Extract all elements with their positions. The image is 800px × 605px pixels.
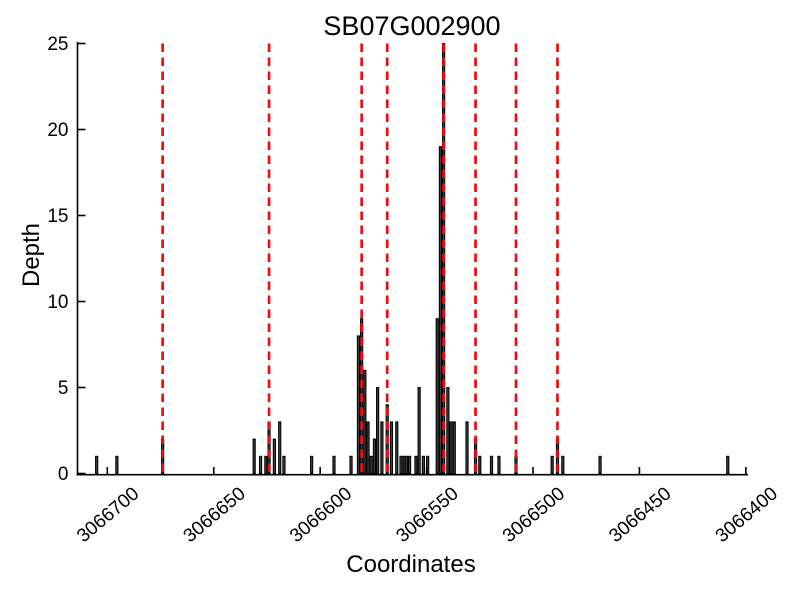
depth-bar <box>95 455 99 474</box>
depth-bar <box>598 455 602 474</box>
depth-bar <box>366 421 370 474</box>
depth-bar <box>426 455 430 474</box>
depth-bar <box>435 318 439 475</box>
depth-bar <box>417 387 421 474</box>
x-ticks-layer: 3066700 3066650 3066600 3066550 3066500 30664… <box>73 467 782 547</box>
depth-bar <box>389 421 394 474</box>
depth-bar <box>452 421 456 474</box>
depth-bar <box>376 387 380 474</box>
y-tick-label: 20 <box>47 120 68 141</box>
depth-bar <box>356 335 361 474</box>
x-axis-title: Coordinates <box>346 551 475 578</box>
y-ticks-layer: 0 5 10 15 20 25 <box>47 34 86 485</box>
depth-bar <box>465 421 469 474</box>
depth-bar <box>438 146 443 474</box>
depth-bar <box>363 369 367 474</box>
depth-bar <box>414 455 418 474</box>
y-axis-title: Depth <box>18 223 45 287</box>
depth-bar <box>550 455 554 474</box>
x-tick-label: 3066600 <box>286 483 356 547</box>
depth-bar <box>446 387 450 474</box>
x-tick-label: 3066700 <box>73 483 143 547</box>
y-tick-label: 10 <box>47 292 68 313</box>
y-tick-label: 25 <box>47 34 68 55</box>
depth-bar <box>380 421 384 474</box>
y-tick-label: 0 <box>58 464 69 485</box>
chart-title: SB07G002900 <box>323 11 500 41</box>
depth-bar <box>258 455 263 474</box>
depth-bar <box>421 455 425 474</box>
x-tick-label: 3066500 <box>499 483 569 547</box>
depth-bar <box>278 421 282 474</box>
depth-bar <box>404 455 408 474</box>
depth-bar <box>449 421 453 474</box>
depth-bar <box>310 455 314 474</box>
y-tick-label: 5 <box>58 378 69 399</box>
depth-bar <box>252 438 256 475</box>
bars-layer <box>95 43 730 475</box>
y-tick-label: 15 <box>47 206 68 227</box>
depth-bar <box>282 455 286 474</box>
depth-bar <box>497 455 501 474</box>
depth-bar <box>399 455 403 474</box>
depth-bar <box>561 455 565 474</box>
depth-bar <box>372 438 377 475</box>
depth-bar <box>726 455 730 474</box>
depth-bar <box>478 455 482 474</box>
x-tick-label: 3066400 <box>712 483 782 547</box>
axes-layer <box>76 42 748 476</box>
depth-bar <box>272 438 276 475</box>
depth-bar <box>349 455 353 474</box>
boundary-lines-layer <box>161 43 559 474</box>
depth-bar <box>332 455 336 474</box>
depth-bar <box>115 455 119 474</box>
x-tick-label: 3066450 <box>605 483 675 547</box>
x-tick-label: 3066650 <box>180 483 250 547</box>
depth-bar <box>407 455 412 474</box>
x-tick-label: 3066550 <box>392 483 462 547</box>
depth-bar <box>395 421 399 474</box>
depth-bar <box>489 455 494 474</box>
depth-bar <box>369 455 373 474</box>
depth-bar <box>264 455 268 474</box>
